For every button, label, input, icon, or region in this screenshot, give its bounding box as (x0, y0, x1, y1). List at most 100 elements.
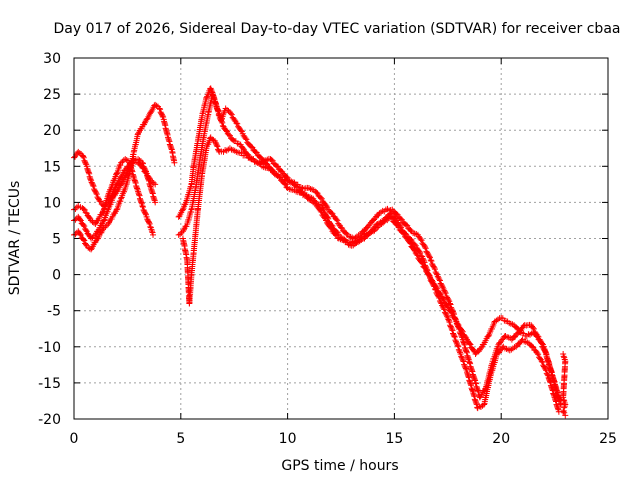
data-point (561, 409, 568, 416)
data-point (153, 102, 160, 109)
data-point (226, 132, 233, 139)
data-point (324, 214, 331, 221)
data-point (388, 214, 395, 221)
data-point (431, 266, 438, 273)
data-point (150, 231, 157, 238)
data-point (515, 326, 522, 333)
x-tick-label: 10 (279, 431, 297, 447)
data-point (439, 283, 446, 290)
data-point (389, 215, 396, 222)
y-tick-label: -15 (38, 376, 61, 392)
series-track-e (175, 85, 565, 408)
data-point (448, 309, 455, 316)
data-point (443, 311, 450, 318)
data-point (308, 197, 315, 204)
data-point (150, 179, 157, 186)
data-point (459, 328, 466, 335)
data-point (105, 221, 112, 228)
data-point (441, 288, 448, 295)
y-tick-label: 20 (43, 123, 61, 139)
data-point (534, 333, 541, 340)
data-point (419, 260, 426, 267)
data-point (458, 353, 465, 360)
data-point (561, 404, 568, 411)
x-tick-label: 25 (599, 431, 617, 447)
data-point (214, 143, 221, 150)
data-point (399, 229, 406, 236)
y-tick-label: 25 (43, 87, 61, 103)
data-point (444, 303, 451, 310)
data-point (93, 189, 100, 196)
x-tick-label: 5 (176, 431, 185, 447)
data-point (203, 94, 210, 101)
data-point (430, 263, 437, 270)
data-point (453, 339, 460, 346)
data-point (447, 308, 454, 315)
data-point (339, 225, 346, 232)
data-point (441, 306, 448, 313)
data-point (452, 338, 459, 345)
data-point (451, 332, 458, 339)
data-point (76, 230, 83, 237)
axis-ticks: 0 5 10 15 20 25 -20 -15 -10 -5 0 5 10 15 20 25 30 (38, 51, 617, 447)
y-tick-label: -10 (38, 340, 61, 356)
y-tick-label: 15 (43, 159, 61, 175)
data-point (449, 327, 456, 334)
data-point (242, 135, 249, 142)
data-point (433, 270, 440, 277)
data-point (82, 227, 89, 234)
data-point (441, 309, 448, 316)
data-point (317, 194, 324, 201)
y-axis-label: SDTVAR / TECUs (7, 181, 23, 296)
y-tick-label: 5 (52, 232, 61, 248)
data-point (414, 252, 421, 259)
data-point (413, 251, 420, 258)
data-point (537, 338, 544, 345)
data-point (538, 340, 545, 347)
chart-title: Day 017 of 2026, Sidereal Day-to-day VTE… (54, 21, 621, 37)
data-point (252, 148, 259, 155)
data-point (328, 221, 335, 228)
data-point (218, 116, 225, 123)
data-point (80, 236, 87, 243)
data-point (82, 241, 89, 248)
data-point (80, 205, 87, 212)
data-point (429, 262, 436, 269)
data-point (467, 341, 474, 348)
data-point (437, 299, 444, 306)
data-point (159, 112, 166, 119)
data-point (440, 295, 447, 302)
data-point (462, 365, 469, 372)
data-point (416, 248, 423, 255)
data-point (445, 316, 452, 323)
data-point (459, 355, 466, 362)
data-point (539, 343, 546, 350)
y-tick-label: -20 (38, 412, 61, 428)
data-point (398, 216, 405, 223)
data-point (215, 107, 222, 114)
data-point (139, 160, 146, 167)
data-point (230, 136, 237, 143)
data-point (243, 136, 250, 143)
data-point (80, 153, 87, 160)
data-point (454, 341, 461, 348)
data-point (282, 181, 289, 188)
data-point (343, 230, 350, 237)
data-point (560, 408, 567, 415)
data-point (441, 287, 448, 294)
data-point (113, 206, 120, 213)
x-axis-label: GPS time / hours (281, 458, 398, 474)
data-point (147, 109, 154, 116)
data-point (448, 324, 455, 331)
data-point (431, 264, 438, 271)
x-tick-label: 0 (70, 431, 79, 447)
data-point (249, 144, 256, 151)
data-points (71, 85, 569, 419)
data-point (436, 276, 443, 283)
data-point (171, 159, 178, 166)
data-point (227, 110, 234, 117)
data-point (439, 302, 446, 309)
data-point (269, 157, 276, 164)
data-point (423, 248, 430, 255)
data-point (139, 203, 146, 210)
